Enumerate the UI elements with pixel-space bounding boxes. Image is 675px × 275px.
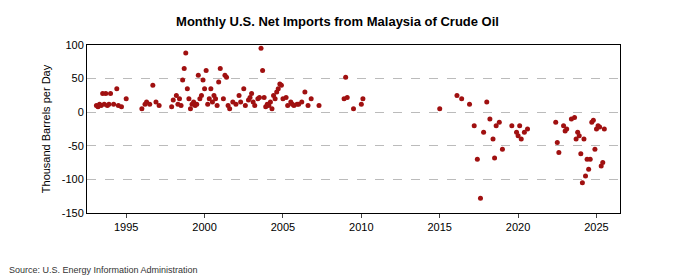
- svg-text:2015: 2015: [427, 221, 451, 233]
- svg-text:Thousand Barrels per Day: Thousand Barrels per Day: [40, 64, 52, 193]
- svg-text:0: 0: [78, 106, 84, 118]
- svg-text:2020: 2020: [506, 221, 530, 233]
- svg-text:-50: -50: [68, 140, 84, 152]
- svg-text:Monthly U.S. Net Imports from: Monthly U.S. Net Imports from Malaysia o…: [176, 14, 499, 29]
- svg-text:50: 50: [72, 72, 84, 84]
- svg-text:2000: 2000: [192, 221, 216, 233]
- svg-text:2025: 2025: [584, 221, 608, 233]
- svg-text:-150: -150: [62, 207, 84, 219]
- svg-text:1995: 1995: [114, 221, 138, 233]
- svg-text:2010: 2010: [349, 221, 373, 233]
- svg-text:Source: U.S. Energy Informatio: Source: U.S. Energy Information Administ…: [9, 265, 198, 275]
- svg-text:-100: -100: [62, 173, 84, 185]
- svg-text:100: 100: [65, 39, 83, 51]
- svg-text:2005: 2005: [271, 221, 295, 233]
